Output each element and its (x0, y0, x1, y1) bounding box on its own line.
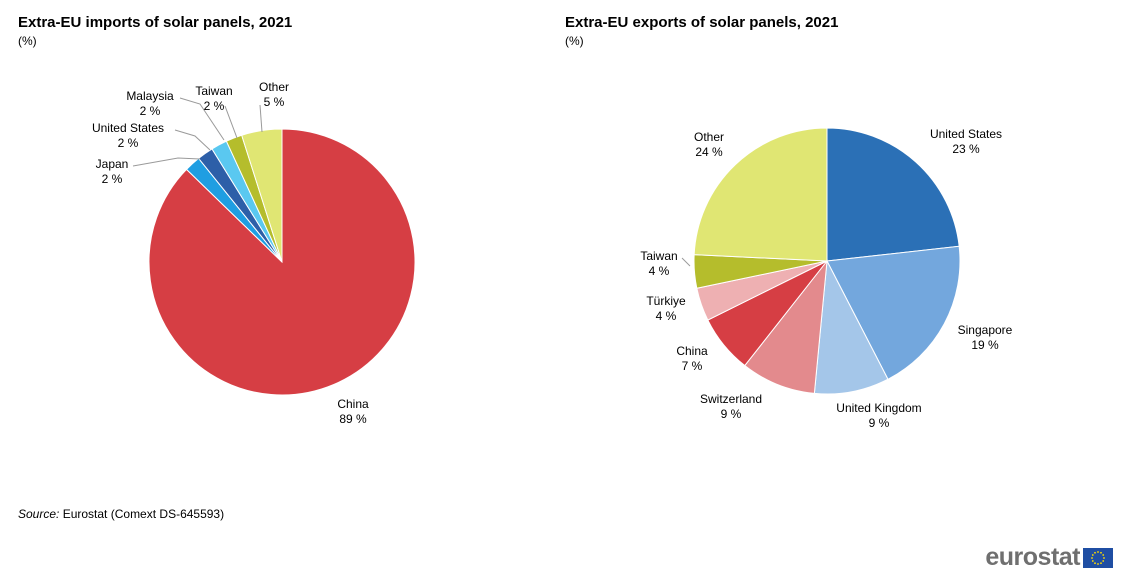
leader-line-malaysia (179, 97, 225, 141)
slice-value-singapore: 19 % (971, 338, 999, 352)
slice-value-united-states: 2 % (118, 136, 139, 150)
leader-line-japan (132, 157, 201, 167)
slice-label-taiwan: Taiwan (640, 249, 677, 263)
slice-value-united-kingdom: 9 % (869, 416, 890, 430)
slice-value-taiwan: 4 % (649, 264, 670, 278)
slice-label-china: China (676, 344, 708, 358)
slice-singapore (826, 245, 961, 380)
slice-label-united-states: United States (92, 121, 164, 135)
slice-label-japan: Japan (96, 157, 129, 171)
slice-label-other: Other (694, 130, 724, 144)
slice-value-china: 7 % (682, 359, 703, 373)
slice-label-taiwan: Taiwan (195, 84, 232, 98)
eurostat-logo: eurostat (985, 543, 1113, 572)
slice-value-united-states: 23 % (952, 142, 980, 156)
slice-value-japan: 2 % (102, 172, 123, 186)
exports-chart-title: Extra-EU exports of solar panels, 2021 (565, 14, 839, 31)
slice-value-other: 5 % (264, 95, 285, 109)
slice-label-other: Other (259, 80, 289, 94)
slice-label-china: China (337, 397, 369, 411)
slice-label-t-rkiye: Türkiye (646, 294, 686, 308)
leader-line-taiwan (681, 257, 691, 267)
source-label: Source: (18, 507, 60, 521)
source-note: Source: Eurostat (Comext DS-645593) (18, 507, 224, 521)
leader-line-other (259, 104, 263, 133)
slice-value-t-rkiye: 4 % (656, 309, 677, 323)
slice-label-united-kingdom: United Kingdom (836, 401, 921, 415)
slice-value-china: 89 % (339, 412, 367, 426)
slice-label-united-states: United States (930, 127, 1002, 141)
slice-value-malaysia: 2 % (140, 104, 161, 118)
leader-line-taiwan (224, 105, 238, 139)
exports-chart-unit: (%) (565, 34, 584, 48)
slice-value-other: 24 % (695, 145, 723, 159)
imports-chart-title: Extra-EU imports of solar panels, 2021 (18, 14, 293, 31)
slice-other (693, 127, 828, 262)
slice-label-malaysia: Malaysia (126, 89, 174, 103)
slice-value-taiwan: 2 % (204, 99, 225, 113)
source-text: Eurostat (Comext DS-645593) (62, 507, 225, 521)
slice-united-states (826, 127, 960, 262)
slice-label-singapore: Singapore (958, 323, 1013, 337)
eu-flag-icon (1083, 547, 1113, 568)
leader-line-united-states (174, 129, 211, 151)
slice-value-switzerland: 9 % (721, 407, 742, 421)
logo-text: eurostat (985, 543, 1080, 571)
imports-chart-unit: (%) (18, 34, 37, 48)
slice-label-switzerland: Switzerland (700, 392, 762, 406)
